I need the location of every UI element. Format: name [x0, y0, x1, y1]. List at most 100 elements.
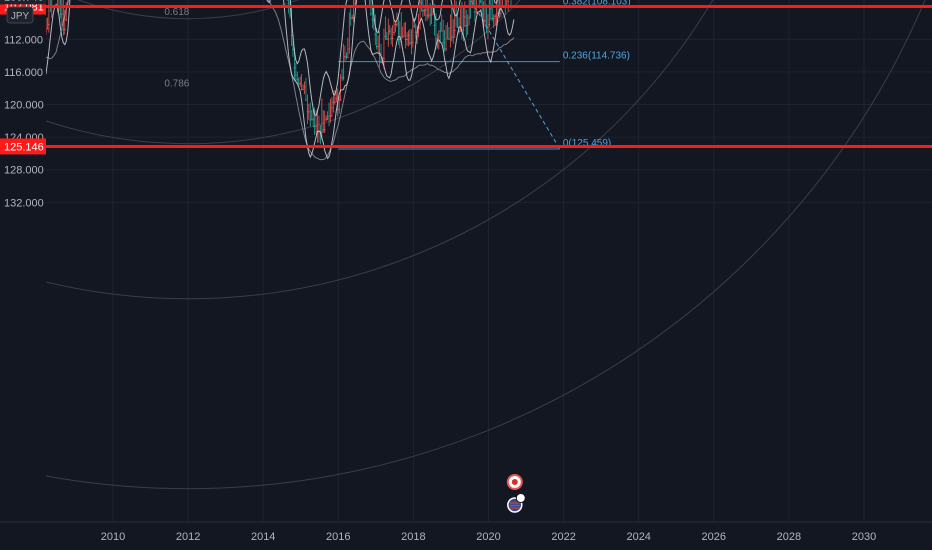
candle-body: [47, 23, 50, 25]
fib-level-label: 0(125.459): [563, 138, 611, 149]
candle-body: [489, 8, 492, 10]
candle-body: [344, 56, 346, 57]
candle-body: [320, 131, 323, 133]
envelope-lower: [289, 0, 498, 117]
horizontal-levels[interactable]: [46, 0, 932, 148]
candle-body: [370, 13, 372, 15]
candle-body: [293, 67, 296, 69]
candle-body: [406, 38, 408, 40]
fan-arc: [77, 0, 299, 20]
candle-body: [433, 24, 436, 26]
fib-trend-line[interactable]: [338, 0, 561, 150]
candle-body: [449, 38, 452, 40]
candle-body: [351, 17, 354, 19]
candle-body: [442, 41, 445, 43]
candle-body: [468, 17, 471, 19]
candle-body: [372, 20, 375, 21]
candle-body: [492, 18, 495, 20]
candle-body: [484, 20, 486, 22]
envelope-outer: [41, 0, 515, 161]
candle-body: [396, 23, 398, 25]
candle-body: [453, 30, 456, 31]
candle-body: [339, 99, 342, 101]
candle-body: [422, 10, 424, 12]
candle-body: [420, 2, 423, 4]
candle-body: [310, 119, 313, 121]
fan-arc: [0, 0, 926, 489]
candle-body: [443, 48, 446, 50]
candle-body: [374, 34, 377, 36]
candle-body: [472, 0, 475, 2]
time-axis-background[interactable]: [0, 522, 932, 550]
candle-body: [294, 74, 297, 76]
candle-body: [448, 38, 450, 40]
candle-body: [380, 62, 382, 63]
candle-body: [341, 77, 343, 79]
candle-body: [403, 35, 406, 37]
candle-body: [348, 48, 351, 50]
price-tag-box: [0, 0, 46, 5]
currency-badge: [6, 6, 34, 24]
candle-body: [328, 115, 330, 117]
time-tick-label: 2030: [852, 531, 876, 543]
candle-body: [375, 46, 378, 48]
candle-body: [315, 125, 317, 127]
time-tick-label: 2026: [702, 531, 726, 543]
time-tick-label: 2014: [251, 531, 275, 543]
fib-level-label: 0.382(108.103): [563, 0, 631, 8]
candle-body: [450, 36, 453, 38]
candle-body: [414, 31, 417, 33]
candle-body: [401, 36, 404, 38]
time-tick-label: 2010: [101, 531, 125, 543]
candle-body: [345, 56, 348, 58]
candle-body: [494, 15, 497, 17]
event-markers[interactable]: [506, 474, 526, 513]
candle-body: [430, 14, 433, 16]
price-axis-background[interactable]: [0, 0, 46, 522]
candle-body: [331, 107, 333, 109]
candle-body: [440, 30, 443, 32]
candle-body: [409, 42, 411, 44]
candle-body: [326, 118, 329, 120]
candle-body: [459, 30, 462, 32]
candle-body: [452, 36, 455, 38]
candle-body: [485, 27, 488, 29]
candle-body: [455, 14, 458, 16]
candle-body: [352, 17, 355, 18]
candle-body: [427, 15, 430, 17]
candle-body: [332, 101, 335, 103]
candle-body: [479, 0, 482, 2]
price-tag-label: 125.146: [4, 141, 44, 153]
candle-body: [437, 36, 440, 38]
candle-body: [466, 25, 469, 26]
candle-body: [313, 125, 316, 127]
candle-body: [400, 36, 403, 38]
price-tag-label: 106.740: [4, 0, 44, 3]
candle-body: [429, 14, 432, 16]
time-tick-label: 2016: [326, 531, 350, 543]
envelope-upper: [41, 0, 515, 160]
time-axis[interactable]: 2010 2012 2014 2016 2018 2020 2022 2024 2026 2028…: [101, 531, 876, 543]
candle-body: [410, 42, 413, 44]
candle-body: [407, 35, 410, 36]
candle-body: [388, 30, 391, 32]
time-tick-label: 2024: [626, 531, 650, 543]
flag-japan-sun: [511, 479, 518, 485]
candle-body: [482, 20, 485, 22]
candle-body: [329, 115, 332, 117]
candle-body: [342, 77, 345, 79]
candle-body: [446, 38, 449, 40]
candle-body: [378, 54, 381, 56]
candle-body: [305, 99, 307, 101]
candle-body: [423, 10, 426, 12]
candle-body: [435, 38, 437, 40]
price-tag-box: [0, 138, 46, 155]
candle-body: [393, 32, 395, 34]
candle-body: [390, 38, 393, 39]
candle-body: [495, 15, 498, 17]
price-axis[interactable]: 132.000128.000124.000120.000116.000112.0…: [4, 0, 44, 209]
candle-body: [432, 11, 434, 13]
